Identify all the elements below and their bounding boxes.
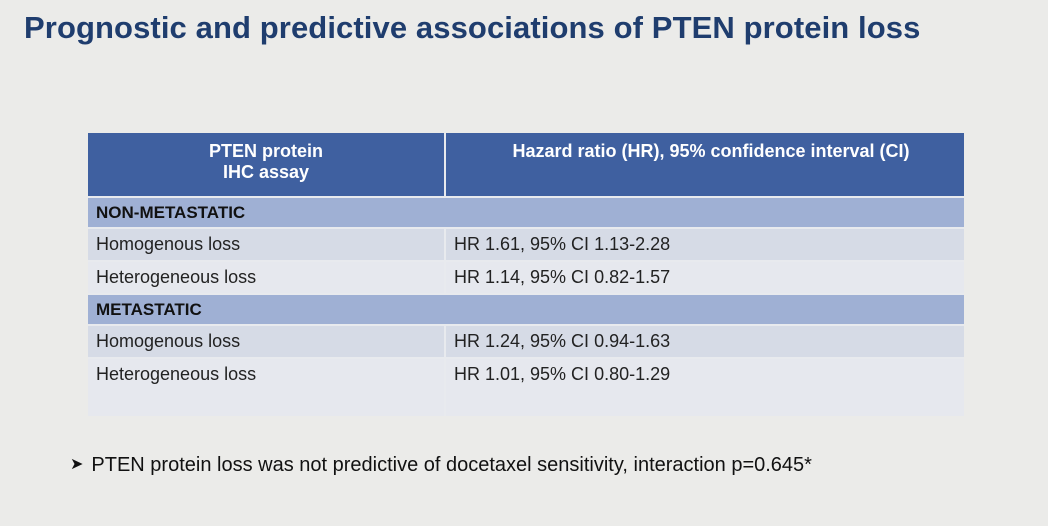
assay-cell: Heterogeneous loss bbox=[88, 357, 446, 416]
table-row: Homogenous loss HR 1.61, 95% CI 1.13-2.2… bbox=[88, 227, 964, 261]
hr-cell: HR 1.14, 95% CI 0.82-1.57 bbox=[445, 260, 964, 294]
table-header-row: PTEN protein IHC assay Hazard ratio (HR)… bbox=[88, 133, 964, 197]
footnote-text: PTEN protein loss was not predictive of … bbox=[91, 454, 812, 476]
section-label: METASTATIC bbox=[88, 293, 964, 325]
table-row: Homogenous loss HR 1.24, 95% CI 0.94-1.6… bbox=[88, 324, 964, 358]
assay-cell: Heterogeneous loss bbox=[88, 260, 446, 294]
assay-cell: Homogenous loss bbox=[88, 324, 446, 358]
section-row-non-metastatic: NON-METASTATIC bbox=[88, 196, 964, 228]
header-assay-line2: IHC assay bbox=[222, 162, 310, 182]
hr-cell: HR 1.24, 95% CI 0.94-1.63 bbox=[445, 324, 964, 358]
table-row: Heterogeneous loss HR 1.01, 95% CI 0.80-… bbox=[88, 357, 964, 416]
footnote-bullet: ➤ PTEN protein loss was not predictive of… bbox=[70, 454, 812, 477]
header-hazard-ratio: Hazard ratio (HR), 95% confidence interv… bbox=[445, 133, 964, 197]
header-assay: PTEN protein IHC assay bbox=[88, 133, 446, 197]
section-label: NON-METASTATIC bbox=[88, 196, 964, 228]
table-row: Heterogeneous loss HR 1.14, 95% CI 0.82-… bbox=[88, 260, 964, 294]
header-assay-line1: PTEN protein bbox=[208, 141, 323, 161]
hr-cell: HR 1.01, 95% CI 0.80-1.29 bbox=[445, 357, 964, 416]
arrowhead-bullet-icon: ➤ bbox=[70, 456, 84, 473]
slide-title: Prognostic and predictive associations o… bbox=[24, 10, 921, 45]
hr-cell: HR 1.61, 95% CI 1.13-2.28 bbox=[445, 227, 964, 261]
section-row-metastatic: METASTATIC bbox=[88, 293, 964, 325]
assay-cell: Homogenous loss bbox=[88, 227, 446, 261]
hazard-ratio-table: PTEN protein IHC assay Hazard ratio (HR)… bbox=[88, 133, 964, 416]
